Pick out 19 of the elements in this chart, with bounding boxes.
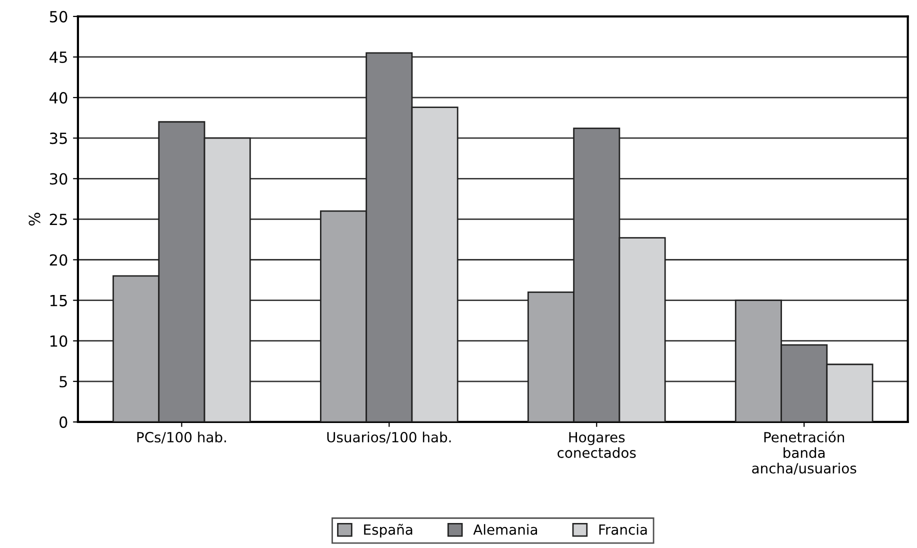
legend-label: España: [364, 524, 412, 538]
y-tick-label: 10: [50, 335, 68, 347]
y-tick-label: 50: [50, 10, 68, 22]
y-axis-title: %: [28, 212, 40, 226]
x-tick-label: PCs/100 hab.: [137, 432, 226, 444]
x-tick-label: Penetración banda ancha/usuarios: [752, 431, 856, 475]
y-tick-label: 35: [50, 132, 67, 144]
y-tick-label: 45: [50, 52, 67, 64]
y-tick-label: 5: [60, 376, 67, 388]
y-tick-label: 30: [50, 173, 68, 185]
y-tick-label: 25: [50, 214, 67, 226]
legend-label: Alemania: [473, 524, 538, 535]
y-tick-label: 20: [50, 254, 68, 266]
y-tick-label: 0: [60, 416, 68, 428]
legend-label: Francia: [599, 524, 647, 535]
y-tick-label: 15: [50, 294, 67, 306]
x-tick-label: Usuarios/100 hab.: [327, 432, 451, 444]
x-tick-label: Hogares conectados: [558, 432, 636, 458]
y-tick-label: 40: [50, 92, 68, 104]
